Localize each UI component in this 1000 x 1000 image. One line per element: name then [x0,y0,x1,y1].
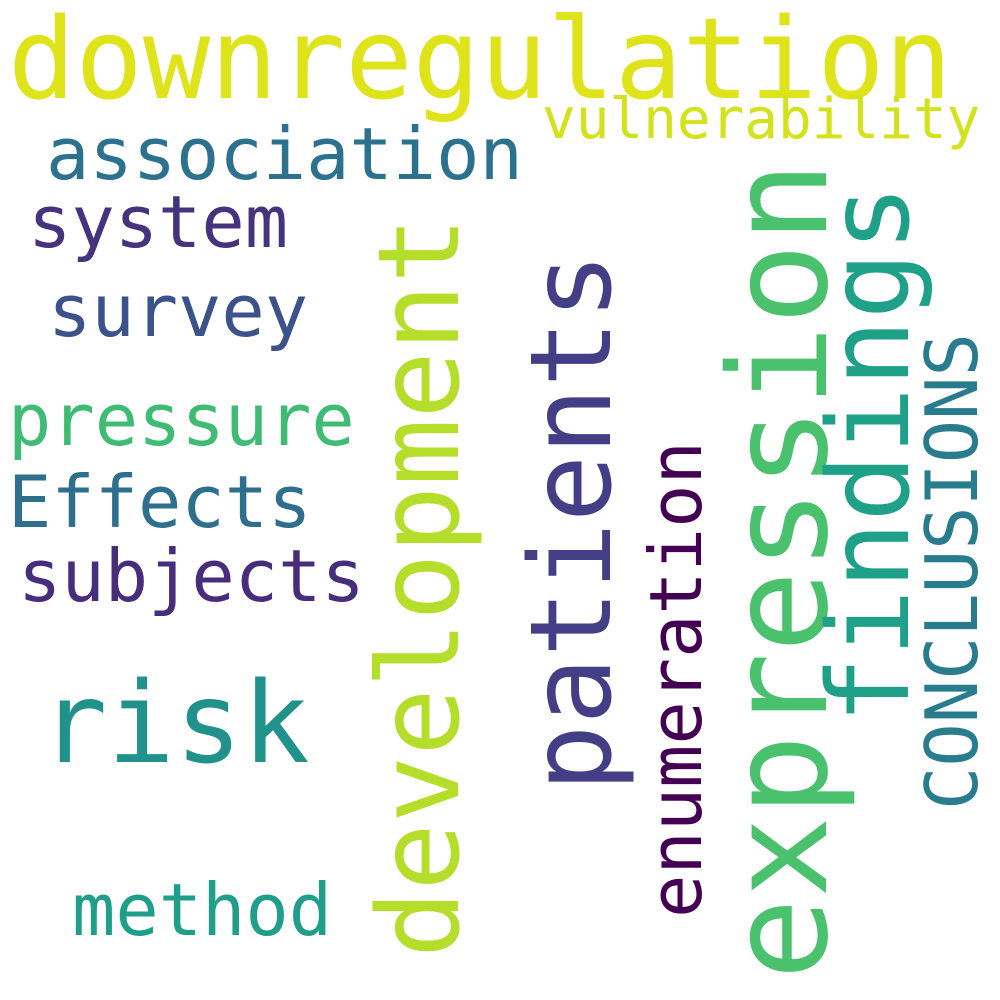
word-downregulation: downregulation [8,0,953,125]
word-development: development [355,216,485,958]
word-subjects: subjects [18,534,365,618]
word-patients: patients [507,252,637,792]
word-pressure: pressure [8,378,355,462]
word-vulnerability: vulnerability [542,87,981,152]
word-system: system [28,180,289,264]
word-effects: Effects [8,460,312,544]
word-survey: survey [48,269,309,353]
word-conclusions: CONCLUSIONS [910,333,994,810]
word-risk: risk [40,659,310,789]
word-method: method [72,868,333,952]
word-association: association [46,112,523,196]
